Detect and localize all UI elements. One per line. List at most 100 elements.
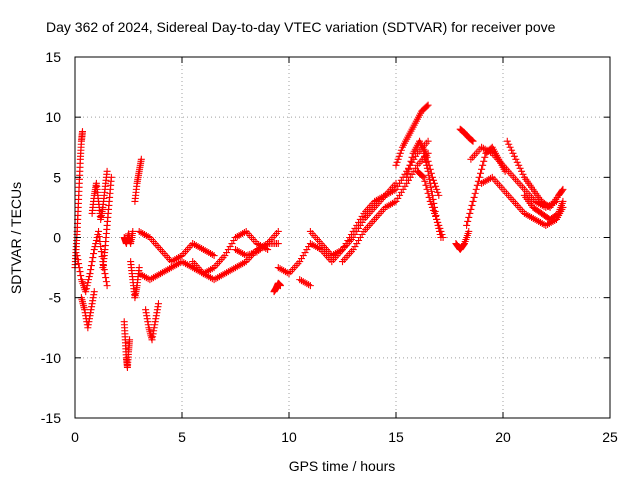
data-point <box>505 140 513 148</box>
data-point <box>240 259 248 267</box>
data-point <box>82 288 90 296</box>
data-point <box>395 152 403 160</box>
data-point <box>274 227 282 235</box>
series-track-i <box>131 155 145 205</box>
data-point <box>432 182 440 190</box>
data-point <box>171 262 179 270</box>
series-track-z <box>463 143 509 229</box>
data-point <box>396 149 404 157</box>
data-point <box>397 176 405 184</box>
data-point <box>203 248 211 256</box>
data-point <box>166 265 174 273</box>
data-point <box>171 256 179 264</box>
data-point <box>223 249 231 257</box>
series-track-j <box>142 300 162 344</box>
data-point <box>353 227 361 235</box>
data-point <box>436 227 444 235</box>
data-point <box>251 249 259 257</box>
data-point <box>545 219 553 227</box>
data-point <box>95 232 103 240</box>
data-point <box>297 255 305 263</box>
data-point <box>224 268 232 276</box>
data-point <box>392 197 400 205</box>
data-point <box>305 243 313 251</box>
data-point <box>467 205 475 213</box>
data-point <box>235 248 243 256</box>
y-tick-label: -10 <box>41 350 61 366</box>
data-point <box>214 274 222 282</box>
data-point <box>75 260 83 268</box>
data-point <box>408 153 416 161</box>
data-point <box>306 282 314 290</box>
data-point <box>299 252 307 260</box>
data-point <box>198 245 206 253</box>
data-point <box>387 200 395 208</box>
data-point <box>95 227 103 235</box>
data-point <box>89 254 97 262</box>
x-tick-label: 5 <box>178 429 186 445</box>
data-point <box>85 276 93 284</box>
data-point <box>465 227 473 235</box>
data-point <box>210 252 218 260</box>
data-point <box>278 266 286 274</box>
data-point <box>423 102 431 110</box>
data-point <box>503 137 511 145</box>
data-point <box>149 274 157 282</box>
data-point <box>420 149 428 157</box>
data-point <box>97 248 105 256</box>
data-point <box>465 213 473 221</box>
data-point <box>429 176 437 184</box>
data-point <box>422 181 430 189</box>
data-point <box>139 229 147 237</box>
y-tick-label: 5 <box>53 169 61 185</box>
data-point <box>478 165 486 173</box>
data-point <box>420 173 428 181</box>
data-point <box>78 128 86 136</box>
data-point <box>509 149 517 157</box>
data-point <box>437 234 445 241</box>
data-point <box>424 189 432 197</box>
data-point <box>421 152 429 160</box>
x-tick-label: 25 <box>602 429 618 445</box>
data-point <box>422 158 430 166</box>
data-point <box>102 274 110 282</box>
data-point <box>435 191 443 199</box>
data-point <box>240 228 248 236</box>
data-point <box>192 242 200 250</box>
data-point <box>464 217 472 225</box>
data-point <box>424 137 432 145</box>
series-track-a <box>71 128 86 272</box>
series-track-l <box>135 227 272 284</box>
data-point <box>479 161 487 169</box>
data-point <box>428 191 436 199</box>
data-point <box>351 243 359 251</box>
series-track-y <box>456 125 477 145</box>
series-track-ac <box>503 137 567 211</box>
data-point <box>312 243 320 251</box>
data-point <box>480 157 488 165</box>
data-point <box>513 158 521 166</box>
data-point <box>390 186 398 194</box>
series-track-q <box>296 276 314 290</box>
data-point <box>421 177 429 185</box>
data-point <box>92 240 100 248</box>
data-point <box>303 246 311 254</box>
data-point <box>160 268 168 276</box>
data-point <box>426 179 434 187</box>
data-point <box>481 153 489 161</box>
data-point <box>394 182 402 190</box>
data-point <box>423 161 431 169</box>
data-point <box>74 256 82 264</box>
data-point <box>397 146 405 154</box>
data-point <box>431 203 439 211</box>
data-point <box>472 185 480 193</box>
data-point <box>88 258 96 266</box>
series-track-d <box>88 167 111 223</box>
data-point <box>424 101 432 109</box>
data-point <box>353 240 361 248</box>
data-point <box>429 195 437 203</box>
data-point <box>351 230 359 238</box>
data-point <box>399 185 407 193</box>
series-track-h <box>127 258 143 302</box>
data-point <box>529 214 537 222</box>
